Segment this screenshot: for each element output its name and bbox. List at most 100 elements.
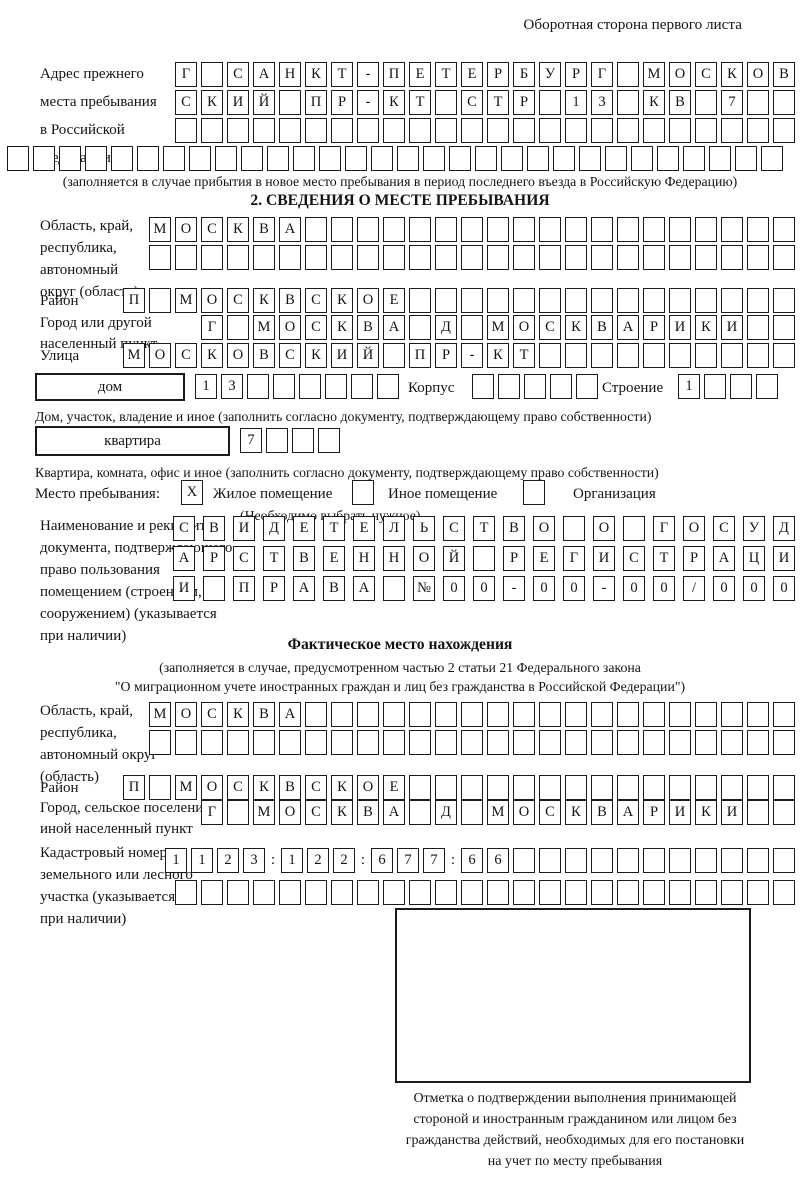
char-cell[interactable] [643, 245, 665, 270]
char-cell[interactable] [461, 775, 483, 800]
char-cell[interactable] [137, 146, 159, 171]
char-cell[interactable]: С [201, 217, 223, 242]
char-cell[interactable] [721, 217, 743, 242]
char-cell[interactable] [305, 245, 327, 270]
char-cell[interactable] [383, 702, 405, 727]
char-cell[interactable]: Г [591, 62, 613, 87]
char-cell[interactable]: И [331, 343, 353, 368]
char-cell[interactable]: О [413, 546, 435, 571]
char-cell[interactable]: С [305, 775, 327, 800]
char-cell[interactable] [539, 118, 561, 143]
char-cell[interactable] [111, 146, 133, 171]
char-cell[interactable] [721, 245, 743, 270]
char-cell[interactable] [487, 245, 509, 270]
char-cell[interactable] [623, 516, 645, 541]
char-cell[interactable]: К [565, 800, 587, 825]
char-cell[interactable] [695, 880, 717, 905]
char-cell[interactable]: Т [263, 546, 285, 571]
char-cell[interactable]: - [503, 576, 525, 601]
char-cell[interactable]: В [253, 343, 275, 368]
char-cell[interactable]: 0 [563, 576, 585, 601]
char-cell[interactable]: К [643, 90, 665, 115]
char-cell[interactable] [643, 730, 665, 755]
char-cell[interactable] [747, 880, 769, 905]
char-cell[interactable]: 7 [397, 848, 419, 873]
char-cell[interactable]: 2 [307, 848, 329, 873]
char-cell[interactable] [669, 245, 691, 270]
char-cell[interactable] [305, 880, 327, 905]
char-cell[interactable] [201, 880, 223, 905]
char-cell[interactable] [695, 217, 717, 242]
char-cell[interactable] [227, 800, 249, 825]
organization-checkbox[interactable] [523, 480, 545, 505]
char-cell[interactable]: 0 [773, 576, 795, 601]
char-cell[interactable] [409, 775, 431, 800]
char-cell[interactable]: Е [323, 546, 345, 571]
char-cell[interactable] [565, 118, 587, 143]
char-cell[interactable]: Й [357, 343, 379, 368]
char-cell[interactable] [513, 848, 535, 873]
char-cell[interactable]: О [357, 288, 379, 313]
char-cell[interactable] [279, 90, 301, 115]
char-cell[interactable]: К [695, 800, 717, 825]
char-cell[interactable]: 1 [281, 848, 303, 873]
residential-checkbox[interactable]: X [181, 480, 203, 505]
char-cell[interactable] [299, 374, 321, 399]
char-cell[interactable] [203, 576, 225, 601]
char-cell[interactable] [383, 118, 405, 143]
char-cell[interactable]: С [305, 315, 327, 340]
char-cell[interactable] [669, 880, 691, 905]
char-cell[interactable] [695, 730, 717, 755]
char-cell[interactable] [201, 245, 223, 270]
char-cell[interactable] [695, 245, 717, 270]
char-cell[interactable] [669, 217, 691, 242]
char-cell[interactable] [539, 90, 561, 115]
char-cell[interactable] [461, 800, 483, 825]
char-cell[interactable]: И [227, 90, 249, 115]
other-premises-checkbox[interactable] [352, 480, 374, 505]
char-cell[interactable] [331, 217, 353, 242]
char-cell[interactable]: К [695, 315, 717, 340]
char-cell[interactable] [357, 217, 379, 242]
char-cell[interactable]: 1 [165, 848, 187, 873]
char-cell[interactable]: В [293, 546, 315, 571]
char-cell[interactable] [773, 775, 795, 800]
char-cell[interactable]: А [383, 315, 405, 340]
char-cell[interactable] [487, 730, 509, 755]
char-cell[interactable] [501, 146, 523, 171]
char-cell[interactable]: 0 [473, 576, 495, 601]
char-cell[interactable] [461, 217, 483, 242]
char-cell[interactable]: А [279, 702, 301, 727]
char-cell[interactable]: Р [331, 90, 353, 115]
char-cell[interactable] [357, 880, 379, 905]
char-cell[interactable] [669, 775, 691, 800]
char-cell[interactable] [351, 374, 373, 399]
char-cell[interactable] [149, 730, 171, 755]
char-cell[interactable] [435, 730, 457, 755]
char-cell[interactable] [565, 343, 587, 368]
char-cell[interactable]: М [149, 702, 171, 727]
char-cell[interactable]: К [331, 288, 353, 313]
char-cell[interactable] [550, 374, 572, 399]
char-cell[interactable] [513, 730, 535, 755]
char-cell[interactable]: В [591, 800, 613, 825]
char-cell[interactable] [435, 288, 457, 313]
char-cell[interactable]: Д [773, 516, 795, 541]
char-cell[interactable]: О [279, 800, 301, 825]
char-cell[interactable] [591, 245, 613, 270]
char-cell[interactable]: 0 [623, 576, 645, 601]
char-cell[interactable]: В [503, 516, 525, 541]
char-cell[interactable]: М [149, 217, 171, 242]
char-cell[interactable] [461, 702, 483, 727]
char-cell[interactable]: И [593, 546, 615, 571]
char-cell[interactable]: Д [435, 315, 457, 340]
char-cell[interactable] [721, 118, 743, 143]
char-cell[interactable]: Р [203, 546, 225, 571]
char-cell[interactable] [352, 480, 374, 505]
char-cell[interactable] [730, 374, 752, 399]
char-cell[interactable] [279, 118, 301, 143]
char-cell[interactable] [253, 730, 275, 755]
char-cell[interactable]: К [253, 288, 275, 313]
char-cell[interactable]: Н [383, 546, 405, 571]
char-cell[interactable]: В [357, 315, 379, 340]
